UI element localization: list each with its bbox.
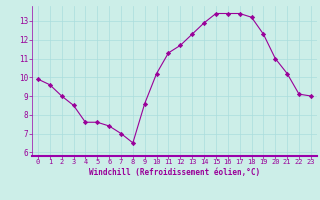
X-axis label: Windchill (Refroidissement éolien,°C): Windchill (Refroidissement éolien,°C) — [89, 168, 260, 177]
